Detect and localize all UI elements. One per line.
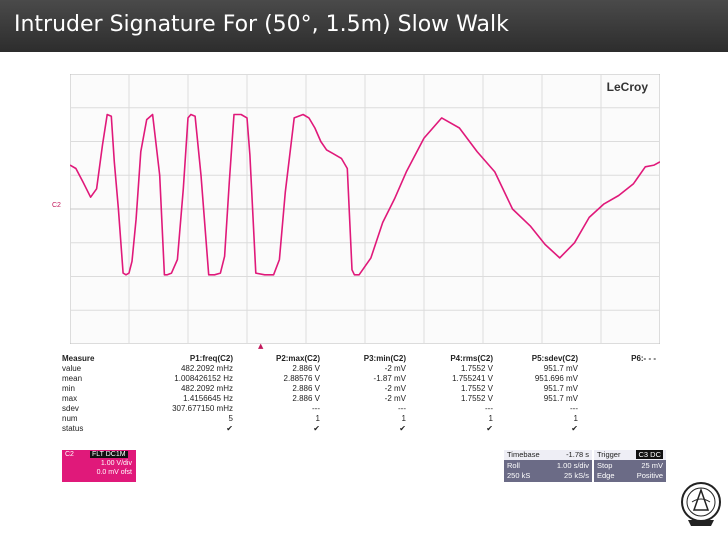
measure-cell: 1.008426152 Hz	[174, 374, 233, 383]
timebase-samples: 250 kS	[507, 471, 531, 480]
measure-cell: 1.7552 V	[460, 364, 493, 373]
measure-cell: 1	[573, 414, 578, 423]
trigger-slope: Positive	[636, 471, 663, 480]
measure-cell: -2 mV	[384, 394, 406, 403]
measure-header-cell: P3:min(C2)	[363, 354, 406, 363]
measure-row: max 1.4156645 Hz 2.886 V -2 mV 1.7552 V 951.7…	[60, 394, 668, 404]
measure-cell: 2.886 V	[292, 364, 320, 373]
measure-cell: 1.755241 V	[452, 374, 493, 383]
measure-cell: ✔	[313, 424, 320, 433]
measure-header-cell: P6:- - -	[631, 354, 656, 363]
measure-cell: sdev	[62, 404, 79, 413]
measure-cell: 2.886 V	[292, 394, 320, 403]
measure-row: status ✔ ✔ ✔ ✔ ✔	[60, 424, 668, 434]
timebase-label: Timebase	[507, 450, 540, 459]
channel-tag: C2	[65, 451, 74, 458]
measure-cell: ---	[312, 404, 320, 413]
measure-cell: mean	[62, 374, 83, 383]
brand-logo: LeCroy	[606, 80, 648, 94]
measure-header-cell: Measure	[62, 354, 95, 363]
measure-cell: 1	[401, 414, 406, 423]
university-seal-icon	[681, 482, 721, 526]
measure-header-cell: P5:sdev(C2)	[531, 354, 578, 363]
measure-cell: max	[62, 394, 78, 403]
measure-row: min 482.2092 mHz 2.886 V -2 mV 1.7552 V 951.7…	[60, 384, 668, 394]
trigger-box[interactable]: Trigger C3 DC Stop 25 mV Edge Positive	[594, 450, 666, 482]
coupling-badge: FLT DC1M	[90, 451, 128, 458]
measure-row: num 5 1 1 1 1	[60, 414, 668, 424]
trigger-label: Trigger	[597, 450, 621, 459]
trigger-source-badge: C3 DC	[636, 450, 663, 459]
measure-cell: 1.4156645 Hz	[183, 394, 233, 403]
slide-title-bar: Intruder Signature For (50°, 1.5m) Slow …	[0, 0, 728, 52]
timebase-header	[504, 450, 592, 460]
channel-marker: C2	[52, 202, 61, 209]
measure-cell: 951.7 mV	[543, 384, 578, 393]
measure-header-cell: P4:rms(C2)	[450, 354, 493, 363]
measure-table: Measure P1:freq(C2) P2:max(C2) P3:min(C2) P4…	[60, 354, 668, 434]
timebase-mode: Roll	[507, 461, 520, 470]
measure-cell: 5	[228, 414, 233, 423]
waveform-display: LeCroy	[70, 74, 660, 344]
trigger-level: 25 mV	[641, 461, 663, 470]
measure-header-cell: P2:max(C2)	[275, 354, 320, 363]
waveform-trace	[70, 113, 660, 276]
measure-cell: ---	[485, 404, 493, 413]
measure-cell: 951.7 mV	[543, 364, 578, 373]
measure-cell: ---	[398, 404, 406, 413]
measure-cell: 307.677150 mHz	[172, 404, 233, 413]
measure-cell: ✔	[226, 424, 233, 433]
measure-row: sdev 307.677150 mHz --- --- --- ---	[60, 404, 668, 414]
measure-cell: value	[62, 364, 82, 373]
timebase-per-div: 1.00 s/div	[556, 461, 589, 470]
measure-row: mean 1.008426152 Hz 2.88576 V -1.87 mV 1.755…	[60, 374, 668, 384]
measure-cell: 2.886 V	[292, 384, 320, 393]
timebase-box[interactable]: Timebase -1.78 s Roll 1.00 s/div 250 kS …	[504, 450, 592, 482]
measure-cell: status	[62, 424, 84, 433]
measure-cell: ---	[570, 404, 578, 413]
measure-cell: 1.7552 V	[460, 394, 493, 403]
trigger-marker-icon: ▲	[258, 342, 264, 350]
trigger-header	[594, 450, 666, 460]
measure-cell: ✔	[399, 424, 406, 433]
measure-row: value 482.2092 mHz 2.886 V -2 mV 1.7552 V 951…	[60, 364, 668, 374]
channel-box[interactable]: C2 FLT DC1M 1.00 V/div 0.0 mV ofst	[62, 450, 136, 482]
measure-cell: 482.2092 mHz	[180, 384, 233, 393]
measure-cell: 1	[488, 414, 493, 423]
measure-cell: 951.7 mV	[543, 394, 578, 403]
trigger-mode: Stop	[597, 461, 613, 470]
volts-per-div: 1.00 V/div	[100, 460, 132, 467]
measure-header-row: Measure P1:freq(C2) P2:max(C2) P3:min(C2) P4…	[60, 354, 668, 364]
measure-cell: ✔	[571, 424, 578, 433]
measure-cell: 951.696 mV	[534, 374, 578, 383]
measure-cell: 2.88576 V	[283, 374, 320, 383]
measure-header-cell: P1:freq(C2)	[189, 354, 233, 363]
waveform-plot	[70, 74, 660, 344]
measure-cell: ✔	[486, 424, 493, 433]
trigger-type: Edge	[597, 471, 615, 480]
measure-cell: min	[62, 384, 75, 393]
slide-title: Intruder Signature For (50°, 1.5m) Slow …	[14, 12, 509, 37]
measure-cell: 1.7552 V	[460, 384, 493, 393]
timebase-rate: 25 kS/s	[563, 471, 589, 480]
measure-cell: 482.2092 mHz	[180, 364, 233, 373]
channel-offset: 0.0 mV ofst	[96, 469, 132, 476]
measure-cell: -2 mV	[384, 384, 406, 393]
measure-cell: -2 mV	[384, 364, 406, 373]
measure-cell: num	[62, 414, 78, 423]
measure-cell: -1.87 mV	[373, 374, 406, 383]
measure-cell: 1	[315, 414, 320, 423]
timebase-value: -1.78 s	[566, 450, 589, 459]
oscilloscope-screenshot: LeCroy C2 ▲ Measure P1:freq(C2) P2:max(C2)…	[52, 74, 668, 494]
